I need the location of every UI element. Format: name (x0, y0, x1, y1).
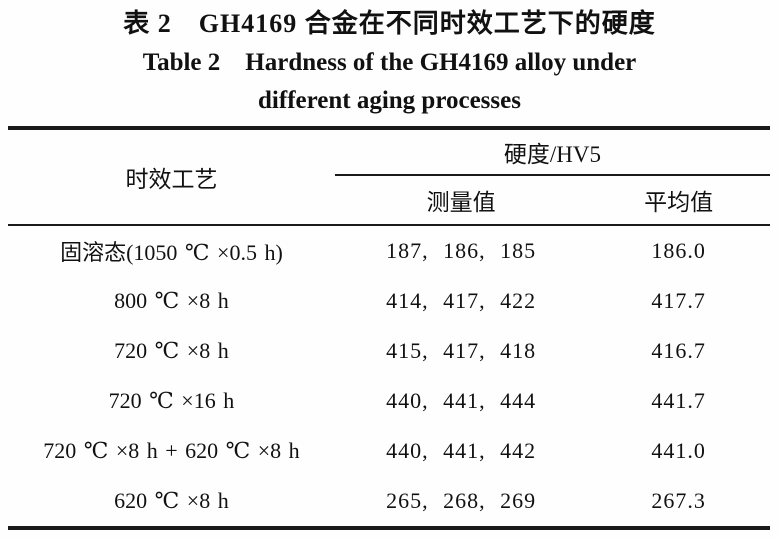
cell-measured: 415, 417, 418 (386, 338, 537, 363)
column-header-measured-values: 测量值 (426, 190, 496, 215)
column-header-aging-process: 时效工艺 (125, 167, 218, 192)
cell-average: 441.0 (651, 438, 706, 463)
table-body: 固溶态(1050 ℃ ×0.5 h) 187, 186, 185 186.0 8… (8, 226, 770, 530)
table-caption-en-line1: Table 2 Hardness of the GH4169 alloy und… (142, 49, 637, 76)
table-row: 720 ℃ ×8 h 415, 417, 418 416.7 (8, 326, 770, 376)
table-row: 800 ℃ ×8 h 414, 417, 422 417.7 (8, 276, 770, 326)
cell-process: 固溶态(1050 ℃ ×0.5 h) (60, 240, 283, 265)
data-table: 时效工艺 硬度/HV5 测量值 平均值 固溶态(1050 ℃ ×0.5 h) 1… (8, 126, 770, 530)
cell-process: 800 ℃ ×8 h (114, 288, 229, 313)
table-row: 620 ℃ ×8 h 265, 268, 269 267.3 (8, 476, 770, 526)
cell-process: 720 ℃ ×8 h (114, 338, 229, 363)
table-row: 固溶态(1050 ℃ ×0.5 h) 187, 186, 185 186.0 (8, 226, 770, 276)
column-group-header-hardness-hv5: 硬度/HV5 (334, 130, 770, 176)
cell-measured: 440, 441, 442 (386, 438, 537, 463)
cell-process: 720 ℃ ×16 h (108, 388, 235, 413)
cell-average: 416.7 (651, 338, 706, 363)
table-row: 720 ℃ ×16 h 440, 441, 444 441.7 (8, 376, 770, 426)
cell-measured: 414, 417, 422 (386, 288, 537, 313)
table-caption: 表 2 GH4169 合金在不同时效工艺下的硬度 Table 2 Hardnes… (0, 4, 779, 120)
cell-process: 620 ℃ ×8 h (114, 488, 229, 513)
table-header: 时效工艺 硬度/HV5 测量值 平均值 (8, 126, 770, 226)
cell-average: 267.3 (651, 488, 706, 513)
column-header-average-value: 平均值 (644, 190, 714, 215)
cell-measured: 440, 441, 444 (386, 388, 537, 413)
table-caption-zh: 表 2 GH4169 合金在不同时效工艺下的硬度 (123, 9, 656, 38)
cell-average: 441.7 (651, 388, 706, 413)
cell-average: 186.0 (651, 238, 706, 263)
table-row: 720 ℃ ×8 h + 620 ℃ ×8 h 440, 441, 442 44… (8, 426, 770, 476)
cell-process: 720 ℃ ×8 h + 620 ℃ ×8 h (43, 438, 300, 463)
cell-average: 417.7 (651, 288, 706, 313)
column-group-hardness: 硬度/HV5 测量值 平均值 (334, 130, 770, 224)
cell-measured: 265, 268, 269 (386, 488, 537, 513)
table-caption-en-line2: different aging processes (258, 87, 521, 114)
cell-measured: 187, 186, 185 (386, 238, 537, 263)
sub-header-row: 测量值 平均值 (335, 176, 770, 224)
